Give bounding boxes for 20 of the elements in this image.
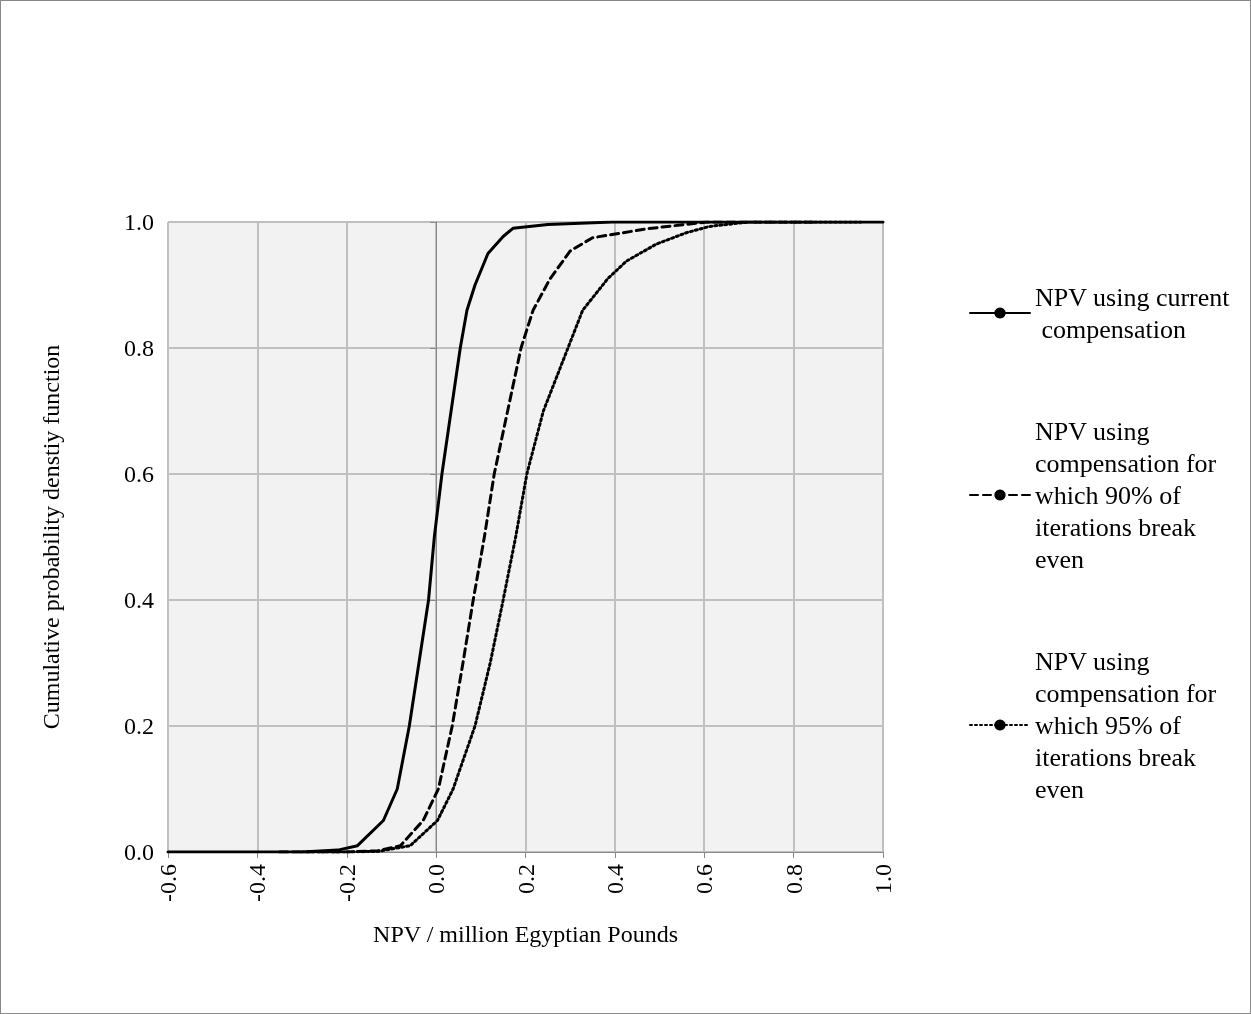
legend-label: NPV using compensation for which 90% of iterations break even [1035, 416, 1223, 574]
x-tick-label: 0.2 [512, 864, 539, 894]
y-tick-label: 1.0 [124, 209, 154, 235]
y-axis-title: Cumulative probability denstiy function [38, 344, 64, 730]
legend-label: NPV using compensation for which 95% of iterations break even [1035, 646, 1223, 804]
y-tick-label: 0.6 [124, 461, 154, 487]
legend-label: NPV using current compensation [1035, 282, 1231, 344]
y-tick-label: 0.4 [124, 587, 154, 613]
y-tick-label: 0.8 [124, 335, 154, 361]
x-tick-label: 1.0 [870, 864, 896, 894]
y-tick-label: 0.0 [124, 839, 154, 865]
x-tick-label: -0.2 [333, 864, 360, 902]
x-tick-label: 0.8 [780, 864, 807, 894]
x-tick-label: 0.4 [601, 864, 628, 894]
y-tick-label: 0.2 [124, 713, 154, 739]
x-tick-label: -0.4 [244, 864, 271, 902]
x-axis-title: NPV / million Egyptian Pounds [373, 921, 678, 947]
x-tick-label: 0.6 [691, 864, 718, 894]
x-tick-label: 0.0 [423, 864, 450, 894]
x-tick-label: -0.6 [155, 864, 181, 902]
